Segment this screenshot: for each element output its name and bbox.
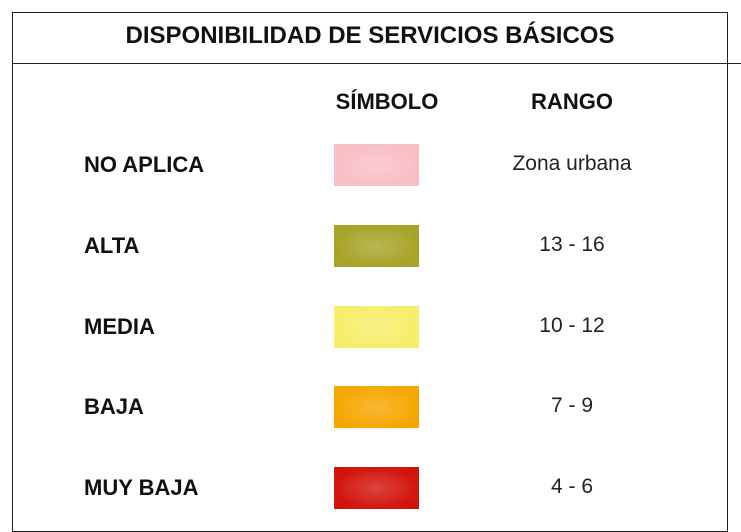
row-label: MEDIA <box>84 313 155 339</box>
color-swatch <box>334 144 419 186</box>
row-label: BAJA <box>84 394 144 420</box>
color-swatch <box>334 305 419 348</box>
row-range: 7 - 9 <box>550 394 594 418</box>
color-swatch <box>334 224 419 267</box>
legend-title: DISPONIBILIDAD DE SERVICIOS BÁSICOS <box>125 22 615 49</box>
row-range: 13 - 16 <box>539 232 605 256</box>
row-label: NO APLICA <box>84 152 205 177</box>
legend-page: {"title": "DISPONIBILIDAD DE SERVICIOS B… <box>12 12 741 532</box>
color-swatch <box>334 386 419 429</box>
range-header: RANGO <box>531 89 613 114</box>
symbol-header: SÍMBOLO <box>335 89 439 114</box>
row-range: Zona urbana <box>512 152 632 175</box>
color-swatch <box>334 467 419 510</box>
title-rule <box>12 63 741 64</box>
row-label: MUY BAJA <box>84 475 199 501</box>
row-range: 10 - 12 <box>539 313 605 337</box>
row-label: ALTA <box>84 232 140 258</box>
row-range: 4 - 6 <box>550 475 594 499</box>
